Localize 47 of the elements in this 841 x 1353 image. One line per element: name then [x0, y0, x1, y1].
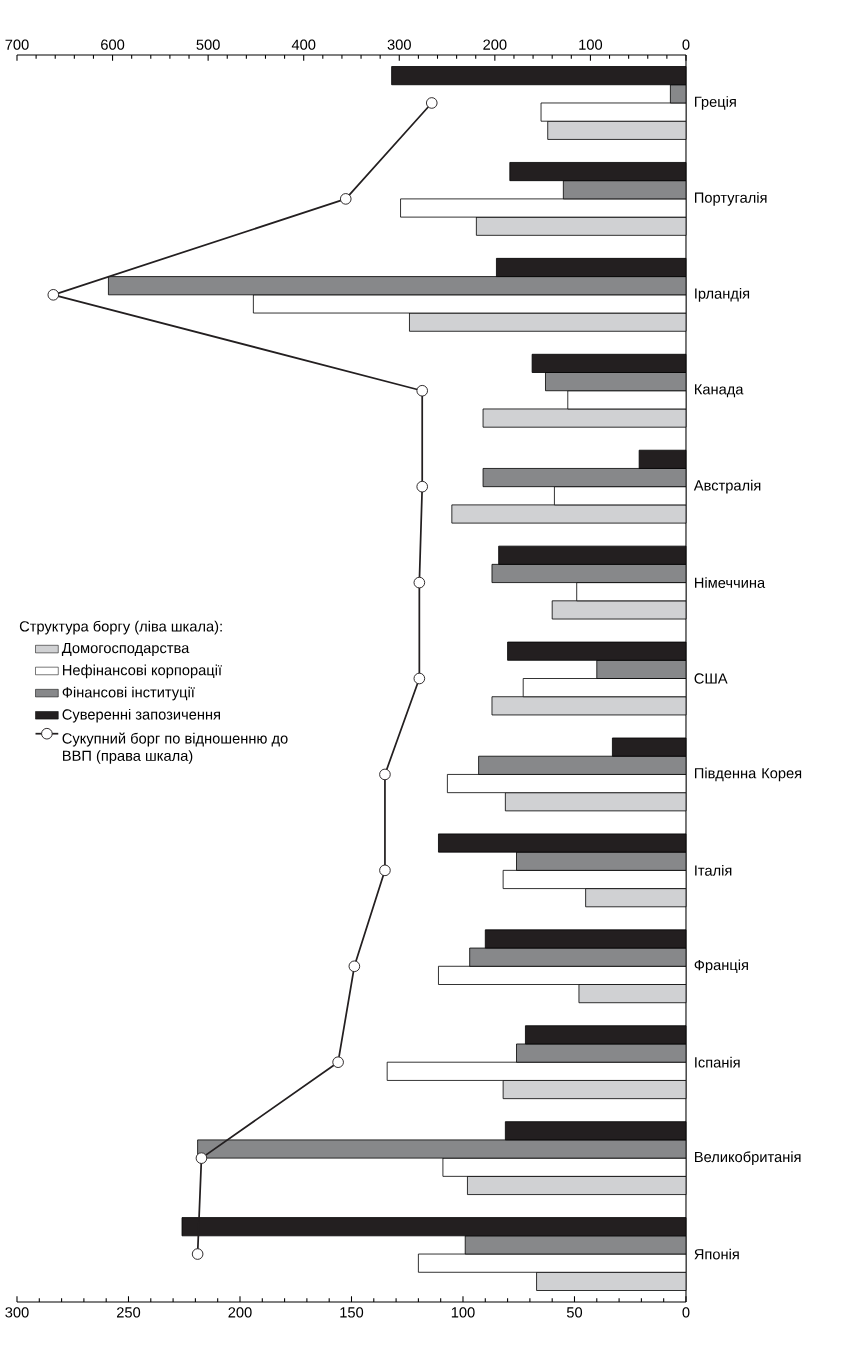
point — [413, 672, 426, 685]
point — [425, 97, 438, 109]
x-tick-label: 50 — [566, 1307, 583, 1318]
point — [416, 480, 429, 493]
y-tick-label: Великобританія — [695, 1151, 801, 1166]
point — [195, 1152, 208, 1164]
y-tick-label: Японія — [694, 1248, 739, 1260]
legend-label: Сукупний борг по відношенню до ВВП (права шкала) — [62, 732, 288, 764]
x-tick-label: 200 — [228, 1307, 252, 1318]
x-tick-label: 300 — [5, 1307, 29, 1318]
y-tick-label: Південна Корея — [695, 767, 802, 782]
x-tick-label: 250 — [116, 1307, 141, 1318]
y-tick-label: Італія — [695, 864, 732, 876]
y-tick-label: Португалія — [695, 192, 767, 206]
point — [379, 864, 391, 877]
y-tick-label: Іспанія — [695, 1056, 740, 1068]
x2-tick-label: 600 — [101, 39, 125, 50]
x2-tick-label: 500 — [196, 39, 220, 50]
point — [332, 1056, 344, 1068]
x-tick-label: 100 — [451, 1307, 475, 1318]
x-tick-label: 150 — [340, 1307, 364, 1318]
x2-tick-label: 400 — [291, 39, 316, 50]
legend-label: Домогосподарства — [61, 642, 190, 657]
point — [191, 1248, 204, 1260]
y-tick-label: Австралія — [693, 479, 761, 494]
y-tick-label: Ірландія — [695, 287, 750, 302]
point — [47, 289, 60, 301]
point — [416, 384, 429, 397]
legend-label: Фінансові інституції — [62, 686, 195, 701]
y-tick-label: Франція — [694, 959, 748, 974]
point — [339, 193, 352, 205]
x2-tick-label: 200 — [483, 39, 507, 50]
x2-tick-label: 700 — [5, 39, 29, 50]
x-tick-label: 0 — [682, 1307, 690, 1318]
point — [413, 576, 426, 589]
y-tick-label: Німеччина — [695, 577, 766, 588]
y-tick-label: Греція — [695, 96, 736, 110]
y-tick-label: США — [694, 673, 728, 684]
x2-tick-label: 300 — [387, 39, 411, 50]
legend-title: Структура боргу (ліва шкала): — [19, 620, 222, 635]
y-tick-label: Канада — [695, 384, 744, 398]
point — [379, 768, 391, 781]
legend-label: Нефінансові корпорації — [63, 664, 222, 679]
x2-tick-label: 100 — [579, 39, 603, 50]
legend-label: Суверенні запозичення — [62, 708, 220, 723]
x2-tick-label: 0 — [682, 39, 690, 50]
point — [348, 960, 361, 973]
